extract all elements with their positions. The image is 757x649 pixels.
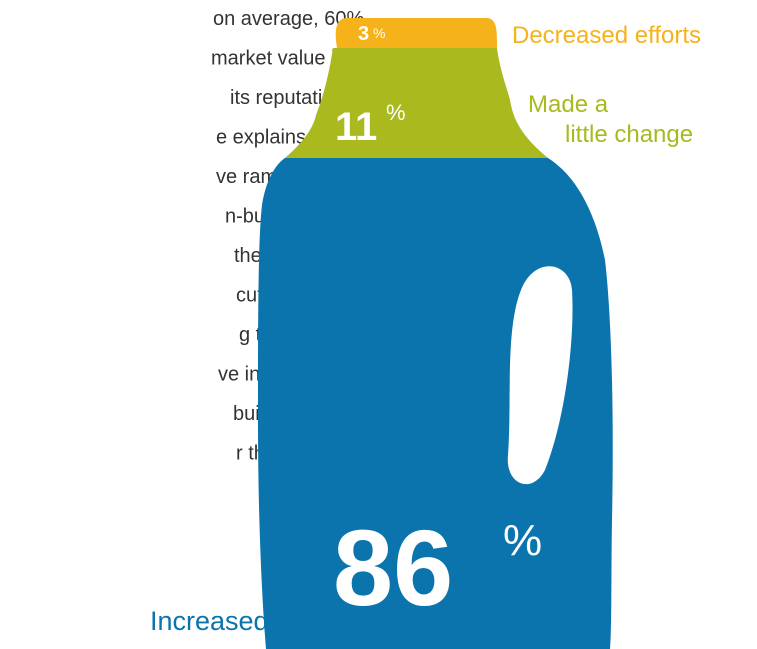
value-label: 11 [335, 105, 377, 149]
category-label: Increased efforts [150, 606, 351, 636]
value-unit: % [503, 516, 542, 565]
value-unit: % [386, 100, 406, 125]
body-text-line: on average, 60% [213, 8, 364, 30]
category-label: Decreased efforts [512, 22, 701, 49]
handle-hole [507, 266, 573, 485]
value-label: 86 [333, 507, 453, 628]
bottle-segment [285, 48, 548, 158]
bottle-segment [258, 158, 613, 649]
category-label: Made a [528, 91, 609, 118]
value-label: 3 [358, 23, 369, 45]
category-label: little change [565, 121, 693, 148]
value-unit: % [373, 25, 385, 41]
bottle-segment [335, 18, 497, 48]
body-text-line: market value is [211, 48, 346, 70]
body-text-line: its reputation. [230, 87, 350, 109]
